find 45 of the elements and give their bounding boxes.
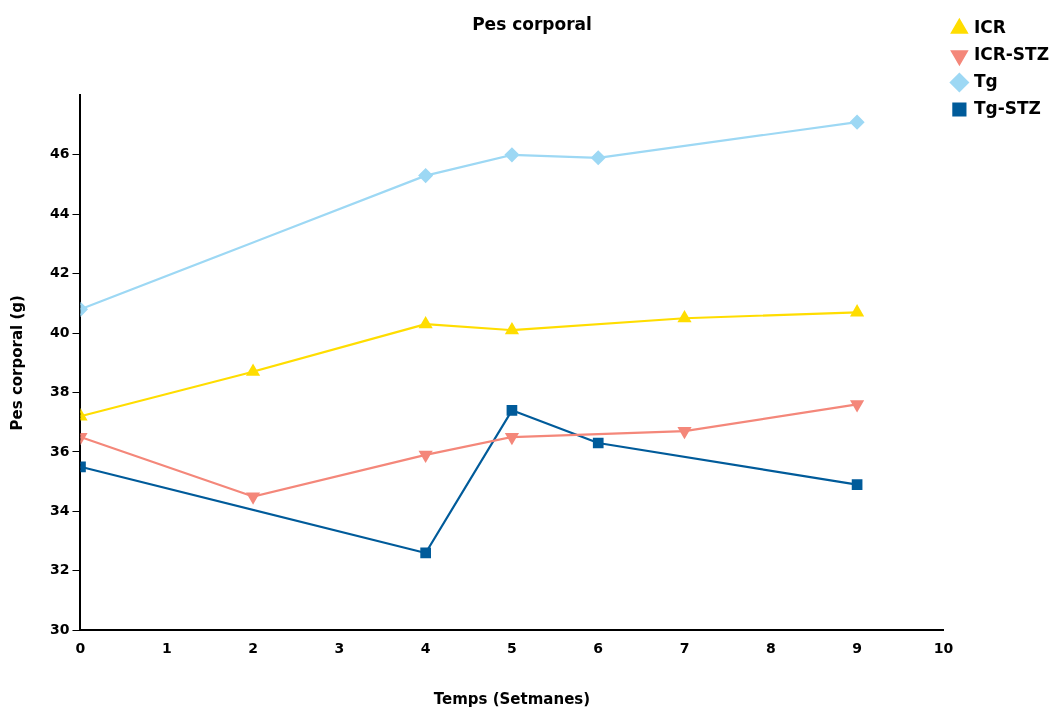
- point: [420, 547, 431, 559]
- point: [678, 311, 691, 323]
- point: [419, 317, 432, 329]
- x-axis-title: Temps (Setmanes): [433, 689, 591, 708]
- point: [850, 305, 864, 317]
- point: [506, 405, 518, 416]
- y-tick-label: 44: [50, 204, 70, 221]
- y-tick-label: 30: [50, 620, 70, 637]
- point: [418, 168, 433, 183]
- x-tick-label: 8: [765, 640, 776, 657]
- point: [504, 147, 520, 162]
- y-tick-label: 40: [50, 323, 70, 340]
- x-tick-label: 5: [507, 640, 517, 657]
- x-tick-label: 0: [75, 640, 86, 657]
- legend-label: Tg: [973, 70, 998, 91]
- point: [851, 479, 863, 490]
- y-tick-label: 38: [50, 383, 70, 400]
- point: [505, 432, 519, 445]
- point: [591, 150, 606, 165]
- x-tick-label: 4: [420, 640, 431, 657]
- y-tick-label: 36: [50, 442, 70, 459]
- point: [505, 323, 519, 335]
- y-tick-label: 42: [50, 264, 70, 281]
- x-tick-label: 1: [161, 640, 172, 657]
- y-tick-label: 46: [50, 145, 70, 162]
- point: [678, 427, 691, 439]
- point: [419, 450, 432, 462]
- x-tick-label: 2: [248, 640, 258, 657]
- x-tick-label: 7: [679, 640, 690, 657]
- point: [850, 400, 864, 412]
- point: [592, 437, 604, 449]
- y-axis-title: Pes corporal (g): [7, 295, 26, 431]
- legend-label: Tg-STZ: [973, 97, 1041, 118]
- point: [850, 115, 865, 130]
- point: [246, 364, 260, 376]
- legend-label: ICR-STZ: [973, 43, 1050, 64]
- legend-label: ICR: [973, 16, 1006, 37]
- x-tick-label: 9: [852, 640, 862, 657]
- chart-title: Pes corporal: [472, 13, 592, 34]
- y-tick-label: 34: [50, 502, 70, 518]
- point: [246, 492, 260, 504]
- x-tick-label: 10: [933, 640, 954, 657]
- x-tick-label: 3: [334, 640, 345, 657]
- x-tick-label: 6: [593, 640, 604, 657]
- y-tick-label: 32: [50, 561, 70, 578]
